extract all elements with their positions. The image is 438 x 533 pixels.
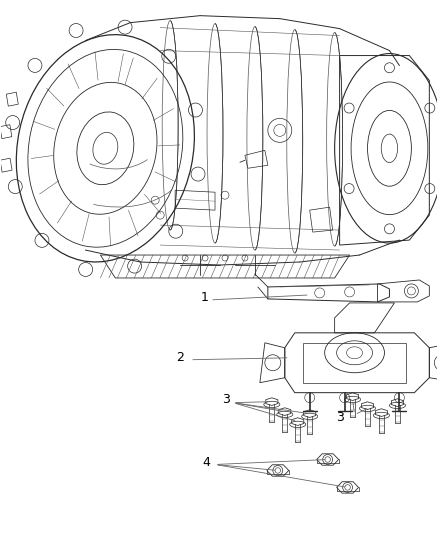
- Text: 2: 2: [176, 351, 184, 364]
- Text: 3: 3: [222, 393, 230, 406]
- Text: 1: 1: [201, 292, 209, 304]
- Text: 3: 3: [336, 411, 343, 424]
- Text: 4: 4: [202, 456, 210, 469]
